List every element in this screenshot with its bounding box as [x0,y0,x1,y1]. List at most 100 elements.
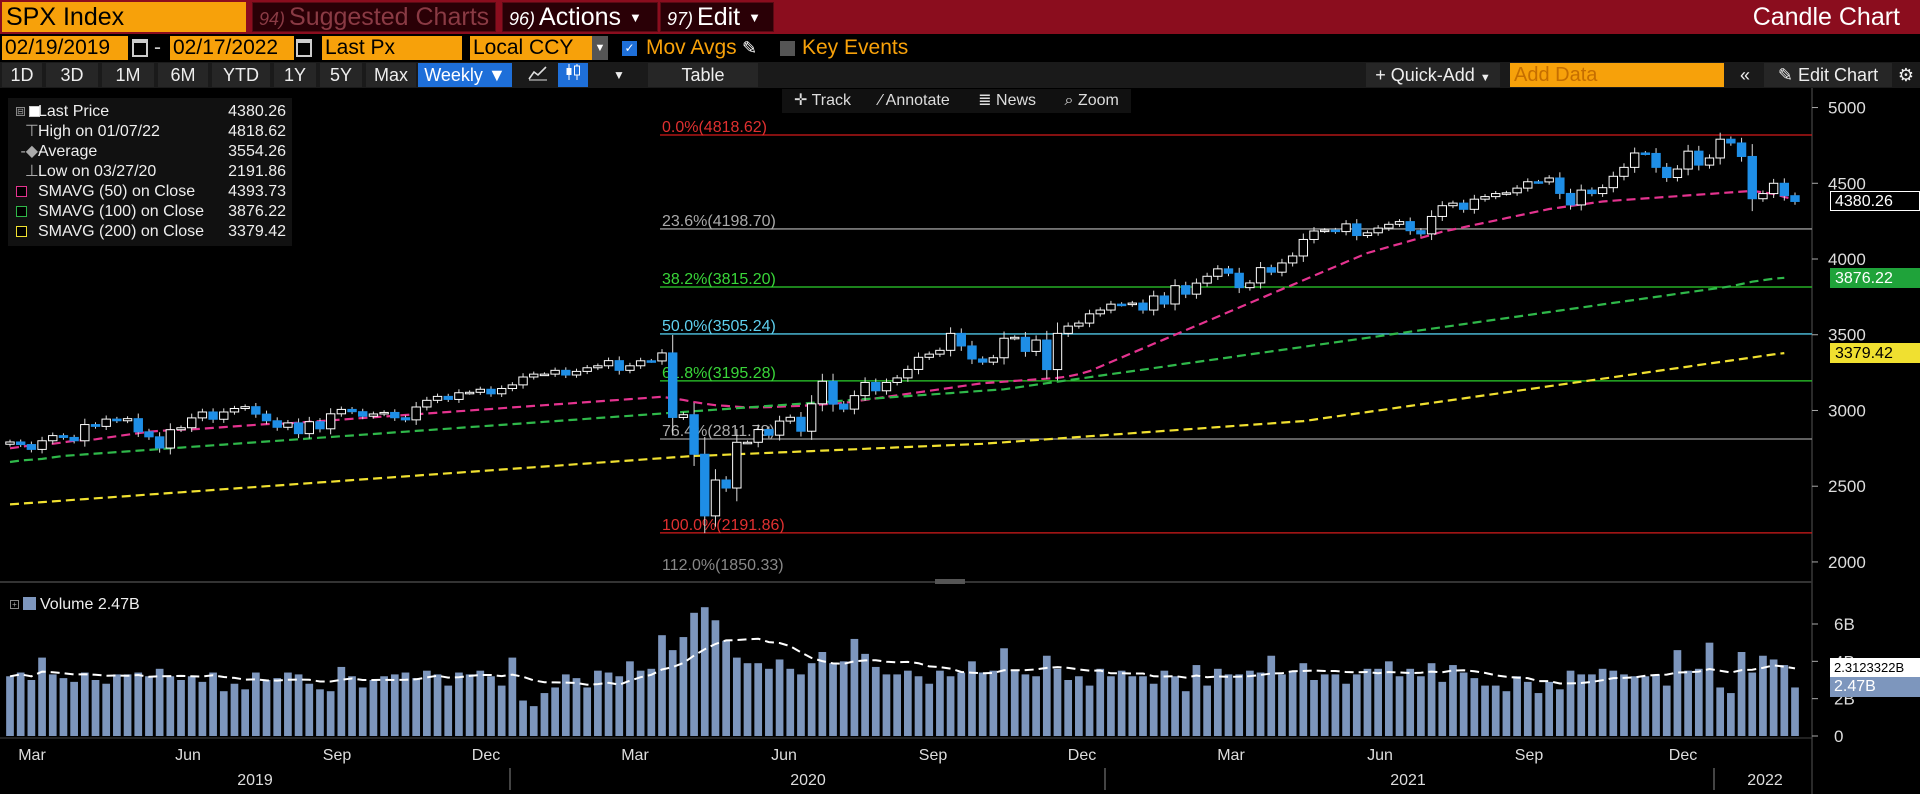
volume-value: 2.47B [97,596,140,613]
quick-add-button[interactable]: + Quick-Add ▼ [1366,63,1500,87]
period-1y-button[interactable]: 1Y [274,63,316,87]
news-tool[interactable]: ≣ News [978,89,1036,113]
candle [133,418,143,433]
candle [1341,223,1351,233]
last-price-tag: 4380.26 [1830,191,1920,212]
volume-bar [326,691,335,736]
line-chart-icon[interactable] [522,63,554,87]
key-events-label[interactable]: Key Events [802,36,909,59]
expand-icon[interactable]: + [10,600,19,609]
table-button[interactable]: Table [648,63,758,87]
volume-bar [241,689,249,736]
volume-bar [765,668,773,736]
edit-menu-button[interactable]: 97) Edit ▼ [660,2,774,32]
candle [1127,302,1138,306]
volume-bar [551,687,559,736]
fib-level-label: 112.0%(1850.33) [662,557,784,574]
gear-icon[interactable]: ⚙ [1894,63,1918,87]
candle-chart-svg[interactable]: 2000 2500 3000 3500 4000 4500 5000 0.0%(4818.62… [0,88,1920,794]
period-ytd-button[interactable]: YTD [212,63,270,87]
volume-bar [1673,650,1682,736]
pencil-icon: ✎ [1777,65,1794,85]
moving-average-line [9,352,1785,506]
collapse-icon[interactable]: ⊟ [16,107,25,116]
candle [903,368,913,379]
suggested-charts-button[interactable]: 94) Suggested Charts [252,2,496,32]
legend-row-smavg50[interactable]: SMAVG (50) on Close 4393.73 [16,182,290,202]
chart-area[interactable]: 2000 2500 3000 3500 4000 4500 5000 0.0%(4818.62… [0,88,1920,794]
candle [796,416,806,432]
legend-row-smavg200[interactable]: SMAVG (200) on Close 3379.42 [16,222,290,242]
candle [187,417,197,429]
ticker-field[interactable]: SPX Index [2,2,246,32]
mov-avgs-checkbox[interactable]: ✓ [622,41,637,56]
volume-legend[interactable]: + Volume 2.47B [10,596,140,614]
edit-chart-button[interactable]: ✎ Edit Chart [1764,63,1892,87]
chevron-down-icon[interactable]: ▼ [604,63,634,87]
candle [1052,332,1063,371]
volume-bar [1769,659,1778,736]
legend-row-last-price[interactable]: ⊟ Last Price 4380.26 [16,102,290,122]
volume-bar [1128,676,1137,736]
candlestick-icon[interactable] [558,63,588,87]
legend-row-smavg100[interactable]: SMAVG (100) on Close 3876.22 [16,202,290,222]
period-6m-button[interactable]: 6M [158,63,208,87]
moving-average-line [9,276,1785,464]
candle [1779,182,1790,197]
annotate-tool[interactable]: ∕ Annotate [879,89,949,113]
key-events-checkbox[interactable] [780,41,795,56]
collapse-icon[interactable]: « [1730,63,1760,87]
mov-avgs-label[interactable]: Mov Avgs [646,36,737,59]
actions-label: Actions [539,3,621,31]
period-1d-button[interactable]: 1D [2,63,42,87]
candle [411,406,421,421]
volume-bar [1791,687,1799,736]
volume-bar [59,678,68,736]
volume-bar [668,650,677,736]
price-field-select[interactable]: Last Px [322,36,462,60]
volume-bar [978,672,987,736]
legend-row-high[interactable]: ⊤High on 01/07/22 4818.62 [16,122,290,142]
candle [1159,295,1170,305]
volume-bar [1780,665,1789,736]
candle [1416,230,1426,235]
candle [999,337,1009,359]
period-5y-button[interactable]: 5Y [320,63,362,87]
pencil-icon[interactable]: ✎ [742,38,758,58]
period-1m-button[interactable]: 1M [102,63,154,87]
legend-row-average[interactable]: -◆-Average 3554.26 [16,142,290,162]
volume-bar [679,637,688,736]
frequency-select[interactable]: Weekly ▼ [418,63,512,87]
candle [1512,187,1522,194]
candle [603,360,614,367]
candle [1491,193,1501,198]
period-max-button[interactable]: Max [366,63,416,87]
candle [806,403,817,432]
legend-swatch [29,106,41,117]
volume-bar [497,685,506,736]
candle [1148,295,1159,311]
add-data-input[interactable]: Add Data [1510,63,1724,87]
period-3d-button[interactable]: 3D [46,63,98,87]
calendar-icon[interactable] [132,39,148,57]
candle [881,381,892,392]
currency-select[interactable]: Local CCY [470,36,592,60]
volume-bar [936,670,944,736]
legend-value: 4380.26 [228,103,286,120]
candle [1523,181,1533,189]
volume-bar [1032,676,1040,736]
track-tool[interactable]: ✛ Track [794,89,851,113]
volume-bar [732,657,741,736]
volume-bar [690,612,698,736]
candle [1555,177,1565,194]
legend-row-low[interactable]: ⊥Low on 03/27/20 2191.86 [16,162,290,182]
calendar-icon[interactable] [296,39,312,57]
actions-menu-button[interactable]: 96) Actions ▼ [502,2,658,32]
chevron-down-icon[interactable]: ▼ [592,36,608,60]
candle [732,441,742,489]
zoom-tool[interactable]: ⌕ Zoom [1065,89,1119,113]
end-date-field[interactable]: 02/17/2022 [170,36,294,60]
start-date-field[interactable]: 02/19/2019 [2,36,128,60]
candle [1170,285,1180,305]
legend-label: SMAVG (50) on Close [38,183,196,200]
